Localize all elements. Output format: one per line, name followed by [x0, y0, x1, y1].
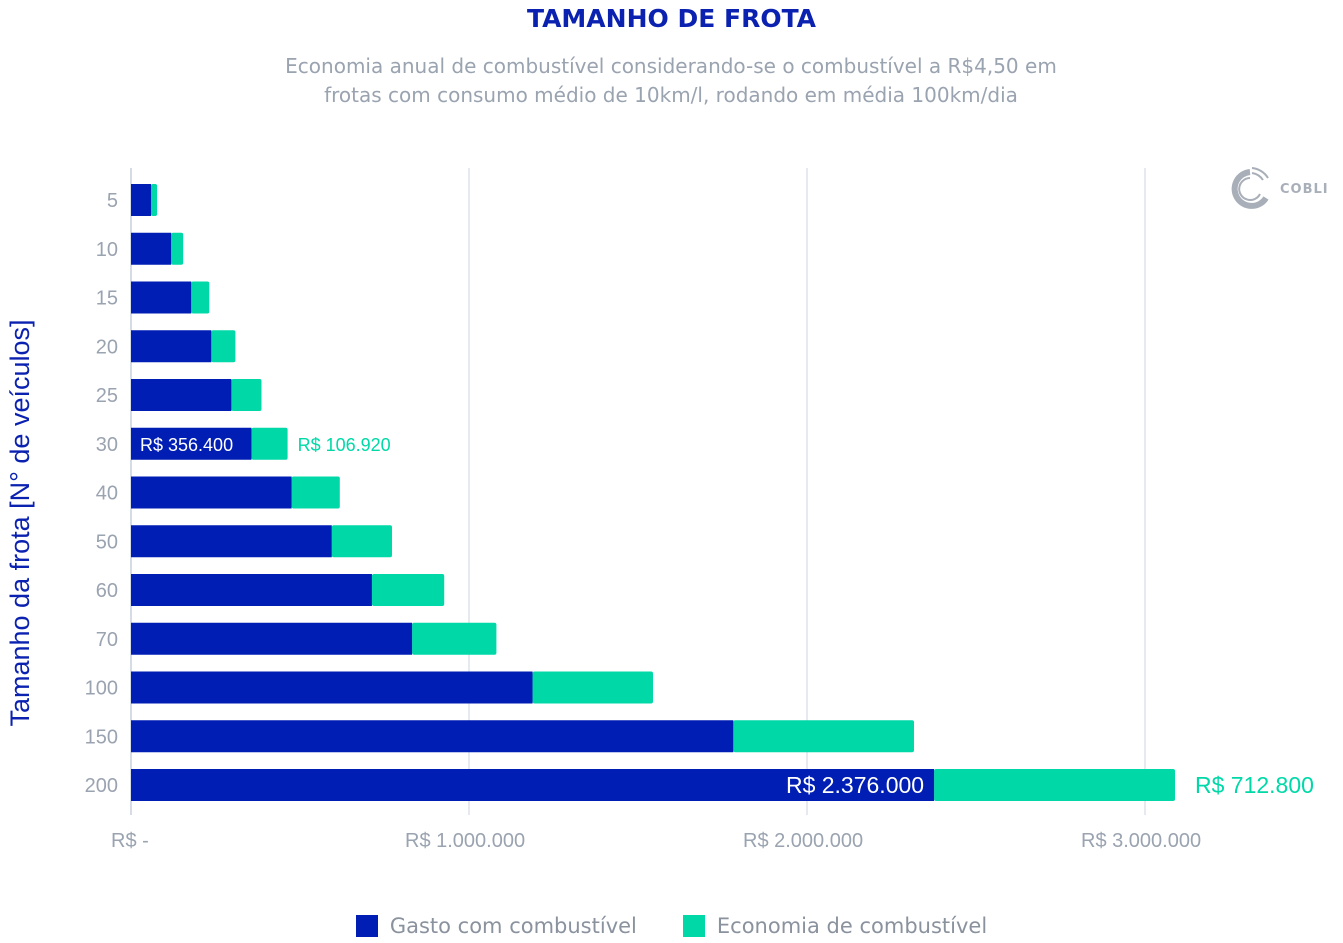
legend-swatch-spend [355, 915, 378, 937]
bar-spend [131, 574, 372, 606]
bar-savings [733, 720, 915, 753]
legend-item-spend: Gasto com combustível [355, 914, 637, 938]
bar-savings [331, 525, 393, 558]
cobli-logo: COBLI [1228, 166, 1329, 212]
y-tick-label: 30 [96, 434, 118, 456]
bar-spend [131, 379, 232, 411]
bar-spend [131, 622, 413, 655]
bar-savings [171, 232, 184, 265]
data-label-spend: R$ 2.376.000 [786, 772, 924, 798]
y-tick-label: 50 [96, 531, 118, 553]
y-tick-label: 40 [96, 483, 118, 505]
y-tick-label: 150 [85, 726, 118, 748]
bar-savings [251, 427, 288, 460]
cobli-logo-text: COBLI [1280, 181, 1329, 197]
data-label-savings: R$ 106.920 [298, 435, 391, 455]
bar-spend [131, 476, 292, 509]
subtitle-line-2: frotas com consumo médio de 10km/l, roda… [324, 83, 1018, 107]
bar-savings [412, 622, 497, 655]
x-tick-label: R$ 1.000.000 [405, 830, 525, 852]
legend-label-savings: Economia de combustível [716, 914, 988, 938]
y-tick-label: 60 [96, 580, 118, 602]
bar-spend [131, 330, 212, 363]
x-tick-label: R$ 3.000.000 [1081, 830, 1201, 852]
data-label-spend: R$ 356.400 [140, 435, 233, 455]
y-axis-label: Tamanho da frota [N° de veículos] [5, 319, 35, 726]
y-tick-label: 5 [107, 190, 118, 212]
x-tick-label: R$ 2.000.000 [743, 830, 863, 852]
y-tick-label: 10 [96, 239, 118, 261]
bar-spend [131, 184, 152, 216]
bar-savings [151, 184, 158, 216]
legend-swatch-savings [682, 915, 705, 937]
chart-title: TAMANHO DE FROTA [526, 4, 817, 33]
bar-savings [934, 769, 1176, 801]
bar-spend [131, 525, 332, 558]
bar-spend [131, 427, 252, 460]
y-tick-label: 25 [96, 385, 118, 407]
y-tick-label: 70 [96, 629, 118, 651]
bar-savings [231, 379, 262, 411]
legend: Gasto com combustível Economia de combus… [0, 914, 1343, 938]
bar-savings [291, 476, 340, 509]
y-tick-label: 200 [85, 775, 118, 797]
bar-savings [211, 330, 236, 363]
bar-spend [131, 769, 935, 801]
y-tick-label: 20 [96, 336, 118, 358]
y-tick-label: 15 [96, 288, 118, 310]
cobli-logo-icon [1231, 167, 1269, 209]
data-label-savings: R$ 712.800 [1195, 772, 1314, 798]
bar-savings [532, 671, 654, 704]
chart-subtitle: Economia anual de combustível consideran… [221, 52, 1121, 110]
bar-savings [191, 281, 210, 314]
y-tick-label: 100 [85, 678, 118, 700]
bar-savings [371, 574, 445, 606]
bar-spend [131, 671, 533, 704]
legend-label-spend: Gasto com combustível [389, 914, 637, 938]
x-tick-label: R$ - [111, 830, 149, 852]
subtitle-line-1: Economia anual de combustível consideran… [285, 54, 1057, 78]
legend-item-savings: Economia de combustível [682, 914, 988, 938]
bar-spend [131, 720, 734, 753]
bar-spend [131, 281, 192, 314]
bar-spend [131, 232, 172, 265]
